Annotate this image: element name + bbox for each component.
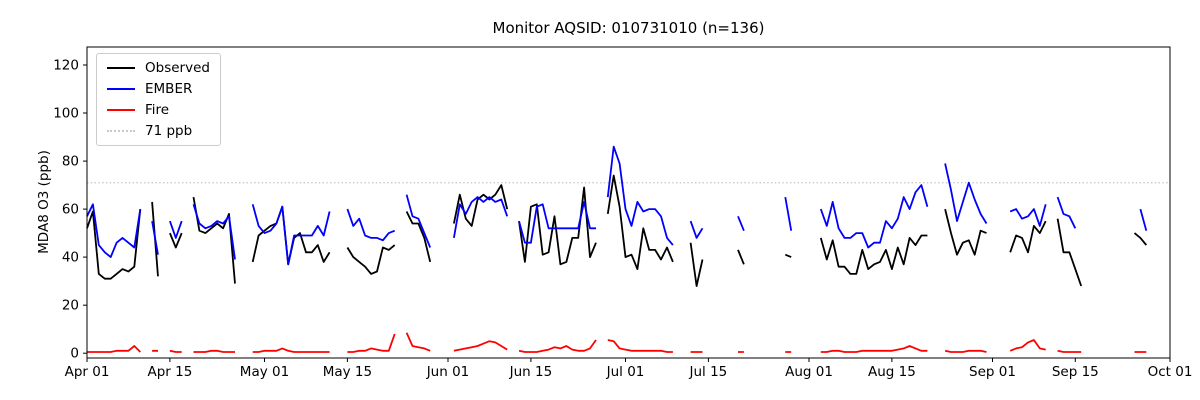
y-tick-label: 0 — [70, 346, 79, 362]
y-tick-label: 120 — [53, 58, 79, 74]
fire-line — [87, 332, 1147, 353]
x-tick-label: Apr 01 — [65, 364, 110, 380]
x-tick-label: Jun 15 — [509, 364, 553, 380]
chart-title: Monitor AQSID: 010731010 (n=136) — [492, 19, 765, 37]
legend-label: 71 ppb — [145, 123, 193, 139]
legend-line-sample — [107, 88, 135, 90]
ember-line — [86, 145, 1148, 266]
legend-entry: EMBER — [107, 81, 210, 97]
legend: Observed EMBER Fire 71 ppb — [96, 53, 221, 146]
legend-entry: Observed — [107, 60, 210, 76]
x-tick-label: May 15 — [323, 364, 372, 380]
legend-label: Observed — [145, 60, 210, 76]
y-tick-label: 80 — [62, 154, 79, 170]
observed-line — [86, 174, 1147, 287]
x-tick-label: Jun 01 — [426, 364, 470, 380]
x-tick-label: Aug 15 — [868, 364, 916, 380]
y-tick-label: 20 — [62, 298, 79, 314]
x-tick-label: May 01 — [240, 364, 289, 380]
y-tick-label: 40 — [62, 250, 79, 266]
legend-label: Fire — [145, 102, 170, 118]
legend-entry: 71 ppb — [107, 123, 210, 139]
x-tick-label: Sep 01 — [969, 364, 1016, 380]
x-tick-label: Sep 15 — [1052, 364, 1099, 380]
x-tick-label: Jul 15 — [689, 364, 728, 380]
x-tick-label: Apr 15 — [147, 364, 192, 380]
legend-line-sample — [107, 130, 135, 132]
y-tick-label: 100 — [53, 106, 79, 122]
axes-frame — [86, 46, 1171, 359]
x-tick-label: Oct 01 — [1148, 364, 1193, 380]
legend-line-sample — [107, 67, 135, 69]
legend-line-sample — [107, 109, 135, 111]
legend-entry: Fire — [107, 102, 210, 118]
y-tick-label: 60 — [62, 202, 79, 218]
legend-label: EMBER — [145, 81, 193, 97]
x-tick-label: Jul 01 — [606, 364, 645, 380]
x-tick-label: Aug 01 — [785, 364, 833, 380]
